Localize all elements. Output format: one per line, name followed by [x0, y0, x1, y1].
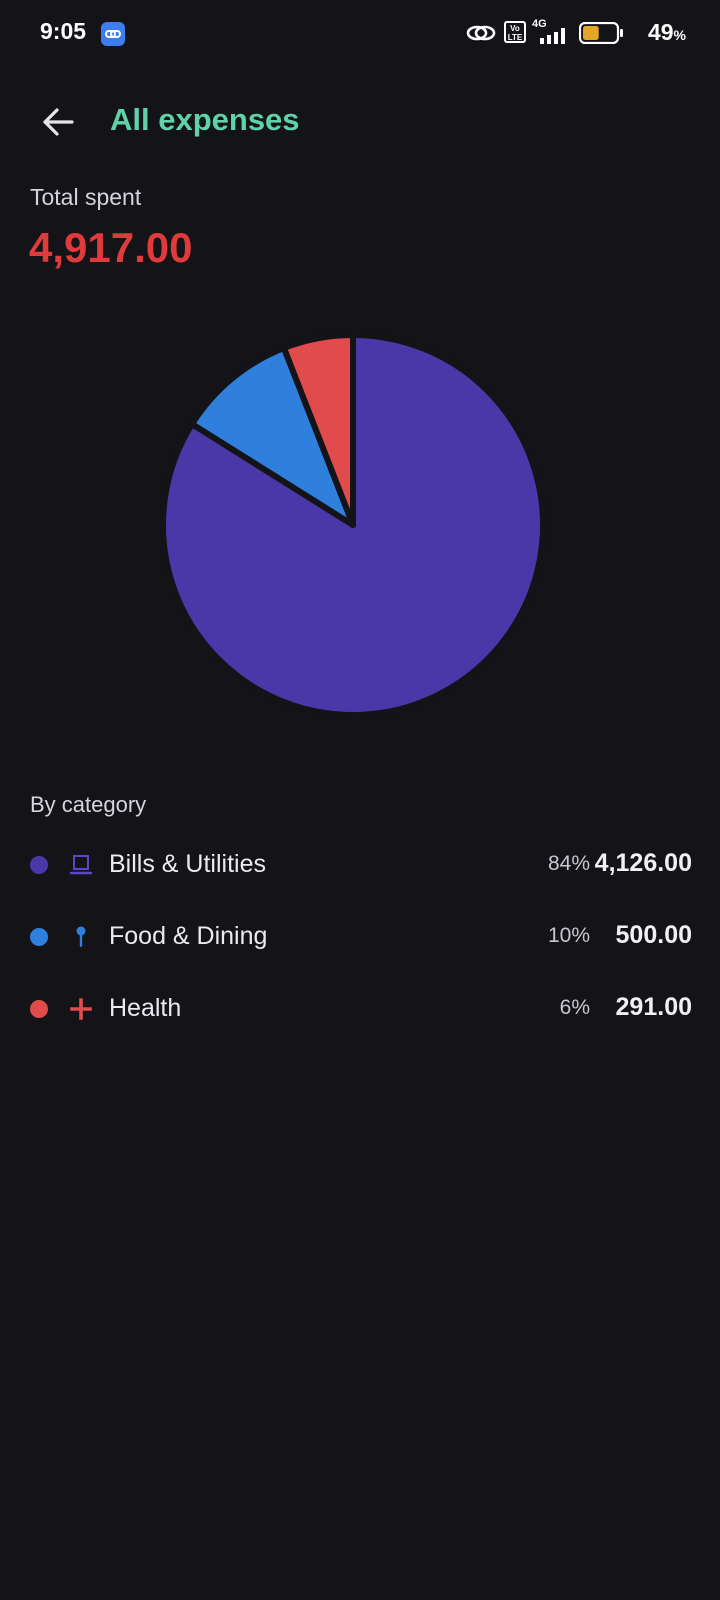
- category-row-health[interactable]: Health 6% 291.00: [0, 979, 720, 1039]
- pin-icon: [76, 926, 86, 947]
- by-category-label: By category: [30, 792, 147, 817]
- volte-icon: Vo LTE: [504, 21, 526, 43]
- signal-icon: [540, 28, 565, 44]
- category-amount: 500.00: [615, 921, 692, 949]
- category-amount: 4,126.00: [594, 849, 692, 877]
- category-amount: 291.00: [615, 993, 692, 1021]
- category-name: Bills & Utilities: [109, 850, 266, 878]
- category-percent: 84%: [547, 852, 590, 875]
- total-spent-value: 4,917.00: [29, 224, 193, 271]
- battery-icon: [579, 22, 623, 44]
- plus-icon: [70, 998, 92, 1020]
- link-icon: [466, 25, 496, 41]
- status-bar: 9:05 Vo LTE 4G: [0, 0, 720, 68]
- category-name: Health: [109, 994, 182, 1022]
- pie-slice-health[interactable]: [280, 332, 356, 528]
- category-color-dot: [30, 1000, 48, 1018]
- laptop-icon: [69, 855, 93, 875]
- category-percent: 6%: [559, 996, 590, 1019]
- pie-svg: [160, 332, 546, 718]
- status-icons: Vo LTE 4G 49%: [466, 18, 686, 48]
- category-row-food-dining[interactable]: Food & Dining 10% 500.00: [0, 907, 720, 967]
- status-time: 9:05: [40, 18, 87, 44]
- category-percent: 10%: [547, 924, 590, 947]
- page-title: All expenses: [110, 102, 300, 137]
- network-type: 4G: [532, 18, 547, 30]
- category-color-dot: [30, 928, 48, 946]
- category-name: Food & Dining: [109, 922, 268, 950]
- total-spent-label: Total spent: [30, 184, 142, 210]
- arrow-left-icon: [43, 108, 74, 136]
- battery-percent: 49%: [647, 19, 686, 45]
- back-button[interactable]: [34, 98, 82, 146]
- category-row-bills-utilities[interactable]: Bills & Utilities 84% 4,126.00: [0, 835, 720, 895]
- link-app-icon: [101, 22, 125, 46]
- expense-pie-chart: [160, 330, 560, 730]
- pie-slice-food-dining[interactable]: [189, 344, 356, 528]
- category-color-dot: [30, 856, 48, 874]
